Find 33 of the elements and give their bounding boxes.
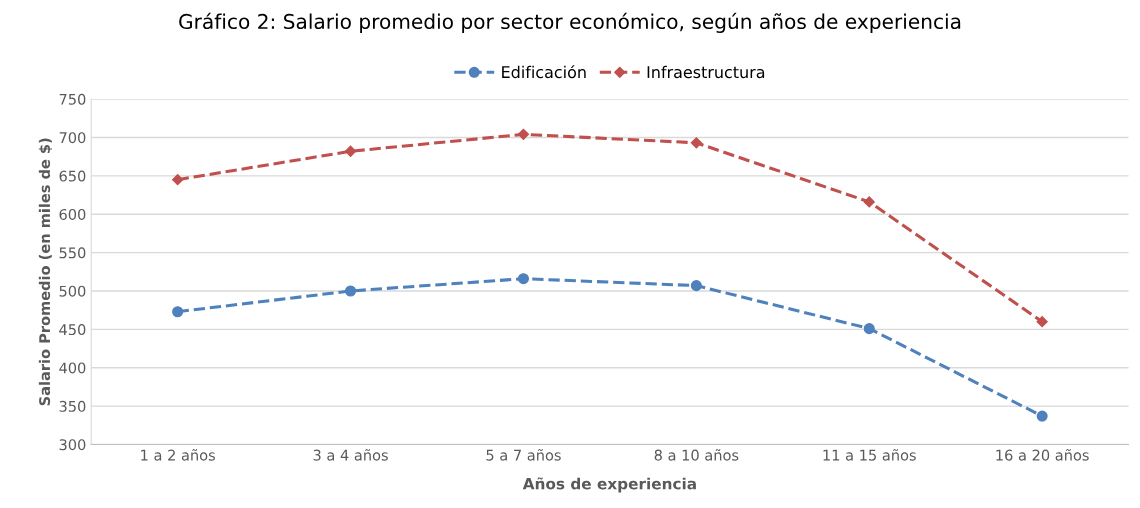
y-tick-label: 650 [59,170,86,182]
x-tick-label: 3 a 4 años [313,449,388,461]
y-tick-label: 550 [59,247,86,259]
y-tick-label: 300 [59,439,86,451]
point [172,306,184,318]
y-tick-label: 350 [59,400,86,412]
point [863,323,875,335]
x-axis-title: Años de experiencia [522,477,696,493]
point [172,174,184,186]
y-tick-label: 450 [59,324,86,336]
point [344,285,357,297]
point [690,280,702,292]
x-tick-label: 8 a 10 años [654,449,739,461]
point [517,273,530,285]
chart-title: Gráfico 2: Salario promedio por sector económico, según años de experiencia [179,12,961,34]
y-tick-label: 750 [59,93,86,105]
point [690,137,702,149]
point [1036,410,1048,422]
x-tick-label: 1 a 2 años [141,449,215,461]
x-tick-label: 11 a 15 años [823,449,916,461]
y-tick-label: 700 [59,132,86,144]
y-tick-label: 600 [59,208,86,220]
legend-label: Infraestructura [647,65,765,79]
legend-label: Edificación [502,65,586,79]
y-axis-title: Salario Promedio (en miles de $) [38,138,53,406]
x-tick-label: 16 a 20 años [996,449,1089,461]
point [517,128,530,140]
point [344,145,357,157]
y-tick-label: 500 [59,285,86,297]
y-tick-label: 400 [59,362,86,374]
point [1036,316,1048,328]
point [863,196,875,208]
x-tick-label: 5 a 7 años [486,449,561,461]
